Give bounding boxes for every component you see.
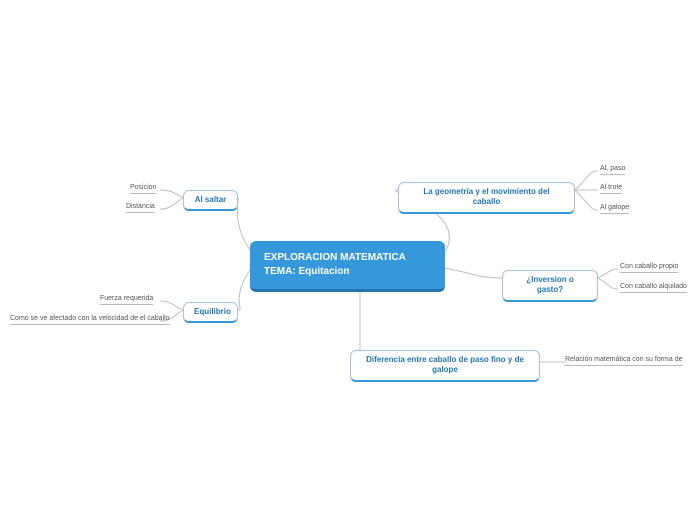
leaf-velocidad[interactable]: Como se ve afectado con la velocidad de … bbox=[10, 315, 170, 325]
leaf-propio[interactable]: Con caballo propio bbox=[620, 263, 678, 273]
branch-label: Al saltar bbox=[195, 195, 227, 204]
leaf-posicion[interactable]: Posicion bbox=[130, 184, 156, 194]
leaf-relacion[interactable]: Relación matemática con su forma de bbox=[565, 356, 683, 366]
branch-label: ¿Inversion o gasto? bbox=[526, 275, 574, 294]
branch-label: Equilibrio bbox=[194, 307, 231, 316]
branch-geometria[interactable]: La geometría y el movimiento del caballo bbox=[398, 182, 575, 214]
leaf-alquilado[interactable]: Con caballo alquilado bbox=[620, 283, 687, 293]
branch-diferencia[interactable]: Diferencia entre caballo de paso fino y … bbox=[350, 350, 540, 382]
branch-saltar[interactable]: Al saltar bbox=[183, 190, 238, 211]
leaf-distancia[interactable]: Distancia bbox=[126, 203, 155, 213]
branch-label: La geometría y el movimiento del caballo bbox=[423, 187, 549, 206]
leaf-al-paso[interactable]: AL paso bbox=[600, 165, 625, 175]
branch-label: Diferencia entre caballo de paso fino y … bbox=[366, 355, 524, 374]
leaf-fuerza[interactable]: Fuerza requerida bbox=[100, 295, 153, 305]
branch-equilibrio[interactable]: Equilibrio bbox=[183, 302, 238, 323]
leaf-al-galope[interactable]: Al galope bbox=[600, 204, 629, 214]
leaf-al-trote[interactable]: Al trote bbox=[600, 184, 622, 194]
root-line1: EXPLORACION MATEMATICA bbox=[264, 251, 431, 265]
root-node[interactable]: EXPLORACION MATEMATICA TEMA: Equitacion bbox=[250, 241, 445, 292]
branch-inversion[interactable]: ¿Inversion o gasto? bbox=[502, 270, 598, 302]
root-line2: TEMA: Equitacion bbox=[264, 265, 431, 279]
